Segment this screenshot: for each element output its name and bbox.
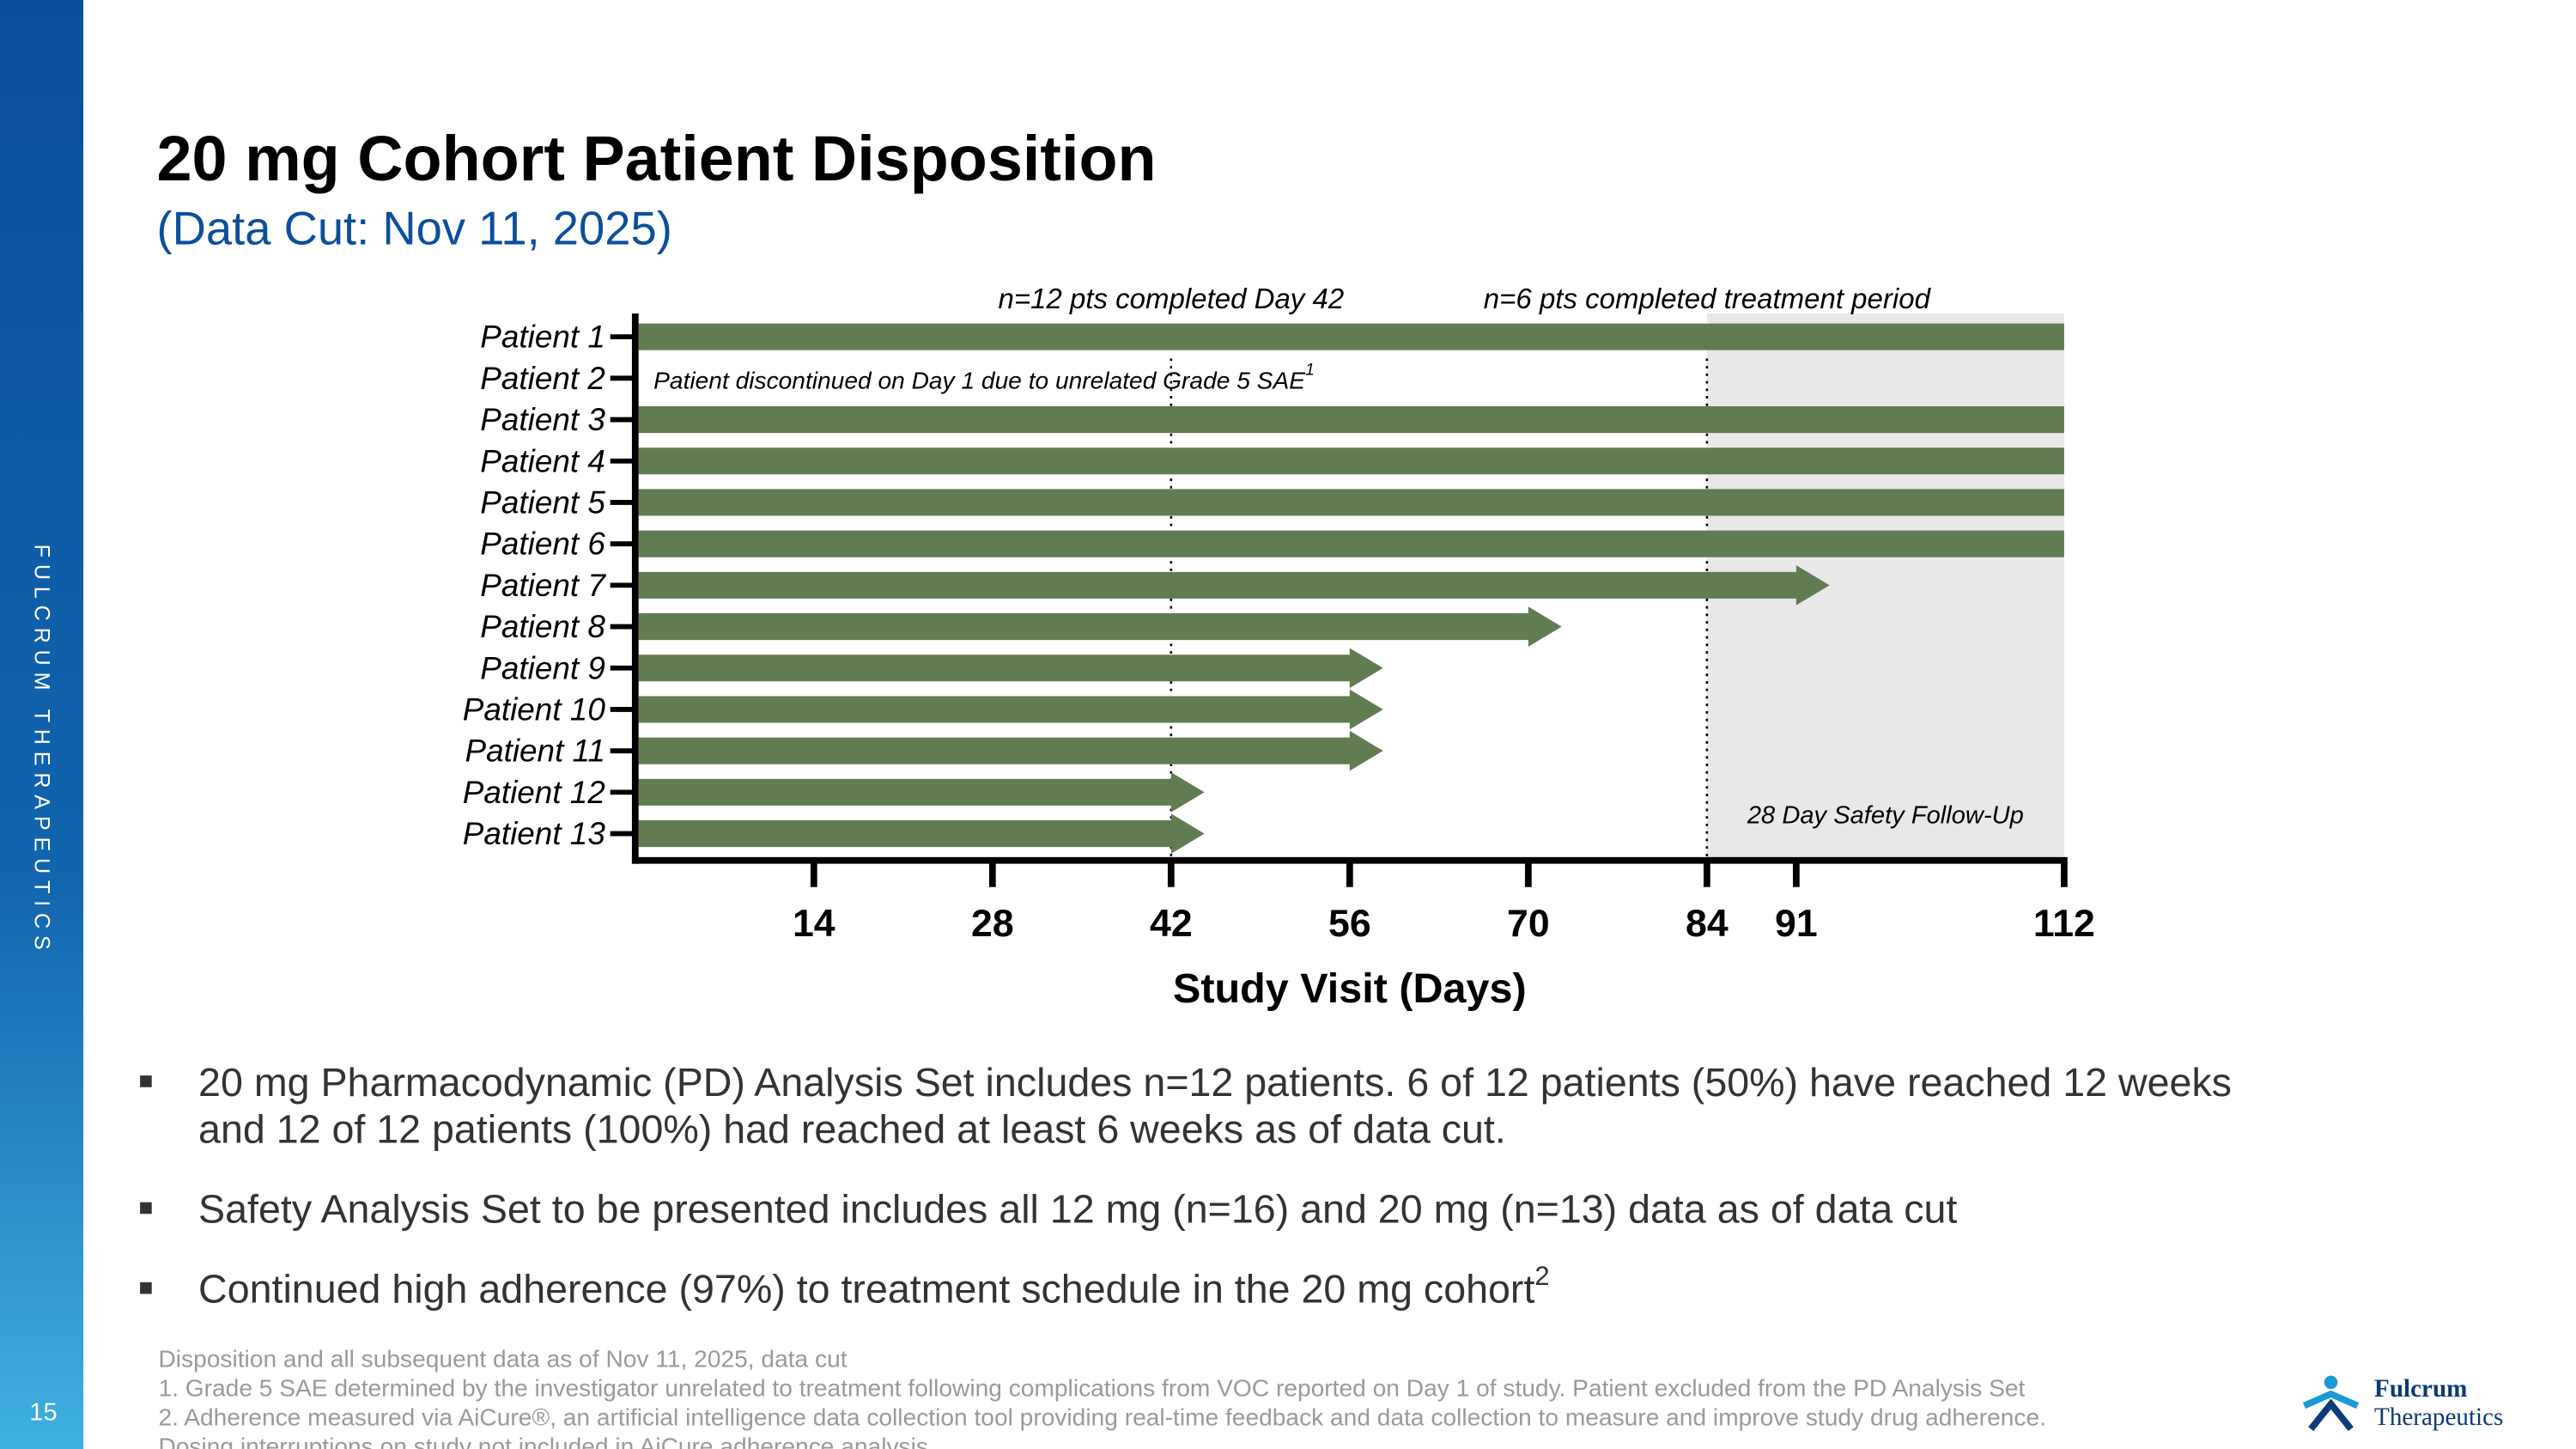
x-tick-label: 112 <box>2033 903 2095 945</box>
bar <box>638 730 1383 771</box>
sidebar <box>0 0 84 1449</box>
bar <box>638 323 2064 350</box>
bullet-text: Continued high adherence (97%) to treatm… <box>198 1261 1550 1312</box>
subtitle: (Data Cut: Nov 11, 2025) <box>157 202 672 254</box>
y-tick-label: Patient 1 <box>480 320 605 355</box>
footnote: 1. Grade 5 SAE determined by the investi… <box>158 1375 2025 1402</box>
annotation: n=12 pts completed Day 42 <box>998 283 1344 314</box>
y-tick-label: Patient 11 <box>465 734 605 769</box>
bar <box>638 565 1830 606</box>
bar <box>638 406 2064 434</box>
footnote: Disposition and all subsequent data as o… <box>158 1346 847 1373</box>
x-tick-label: 42 <box>1150 903 1193 945</box>
bar <box>638 530 2064 557</box>
logo-arms <box>2302 1390 2360 1409</box>
y-tick-label: Patient 6 <box>480 527 605 562</box>
bullet-line: Safety Analysis Set to be presented incl… <box>198 1186 1957 1231</box>
sidebar-text: FULCRUM THERAPEUTICS <box>30 545 54 957</box>
footnote: 2. Adherence measured via AiCure®, an ar… <box>158 1404 2045 1431</box>
x-axis-label: Study Visit (Days) <box>1173 965 1527 1012</box>
y-tick-label: Patient 8 <box>480 609 605 644</box>
x-tick-label: 91 <box>1775 903 1818 945</box>
bar <box>638 606 1562 647</box>
y-tick-label: Patient 13 <box>463 816 606 851</box>
y-tick-label: Patient 12 <box>463 775 605 810</box>
y-tick-label: Patient 2 <box>480 361 605 396</box>
bar <box>638 689 1383 730</box>
discontinued-note: Patient discontinued on Day 1 due to unr… <box>653 361 1315 393</box>
note-text: Patient discontinued on Day 1 due to unr… <box>653 367 1306 393</box>
bullet-text: 20 mg Pharmacodynamic (PD) Analysis Set … <box>198 1060 2232 1105</box>
bar <box>638 648 1383 689</box>
bullet-text: Safety Analysis Set to be presented incl… <box>198 1186 1957 1231</box>
bullet-line: and 12 of 12 patients (100%) had reached… <box>198 1106 1506 1151</box>
y-tick-label: Patient 4 <box>480 443 605 478</box>
bullet-marker <box>140 1282 152 1294</box>
title: 20 mg Cohort Patient Disposition <box>157 123 1157 194</box>
bar <box>638 447 2064 475</box>
y-tick-label: Patient 9 <box>480 650 605 685</box>
y-tick-label: Patient 7 <box>480 568 606 603</box>
x-tick-label: 84 <box>1686 903 1728 945</box>
bullet-superscript: 2 <box>1534 1261 1549 1291</box>
page-number: 15 <box>29 1398 57 1426</box>
note-superscript: 1 <box>1305 361 1315 380</box>
x-tick-label: 70 <box>1507 903 1550 945</box>
annotation: 28 Day Safety Follow-Up <box>1747 801 2024 829</box>
logo-head <box>2324 1375 2338 1390</box>
bullet-line: Continued high adherence (97%) to treatm… <box>198 1267 1534 1312</box>
annotation: n=6 pts completed treatment period <box>1484 283 1932 314</box>
x-tick-label: 14 <box>793 903 835 945</box>
y-tick-label: Patient 5 <box>480 484 605 520</box>
logo-line1: Fulcrum <box>2374 1375 2467 1403</box>
bullet-line: 20 mg Pharmacodynamic (PD) Analysis Set … <box>198 1060 2232 1105</box>
x-tick-label: 28 <box>971 903 1014 945</box>
y-tick-label: Patient 3 <box>480 402 605 437</box>
bar <box>638 772 1205 813</box>
y-tick-label: Patient 10 <box>463 691 606 727</box>
footnote: Dosing interruptions on study not includ… <box>158 1434 927 1449</box>
logo-line2: Therapeutics <box>2374 1403 2503 1431</box>
x-tick-label: 56 <box>1328 903 1371 945</box>
logo-legs <box>2308 1398 2354 1432</box>
bar <box>638 489 2064 516</box>
logo: Fulcrum Therapeutics <box>2302 1375 2503 1432</box>
bullet-text: and 12 of 12 patients (100%) had reached… <box>198 1106 1506 1151</box>
bullet-marker <box>140 1202 152 1215</box>
bar <box>638 813 1205 854</box>
bullet-marker <box>140 1075 152 1087</box>
